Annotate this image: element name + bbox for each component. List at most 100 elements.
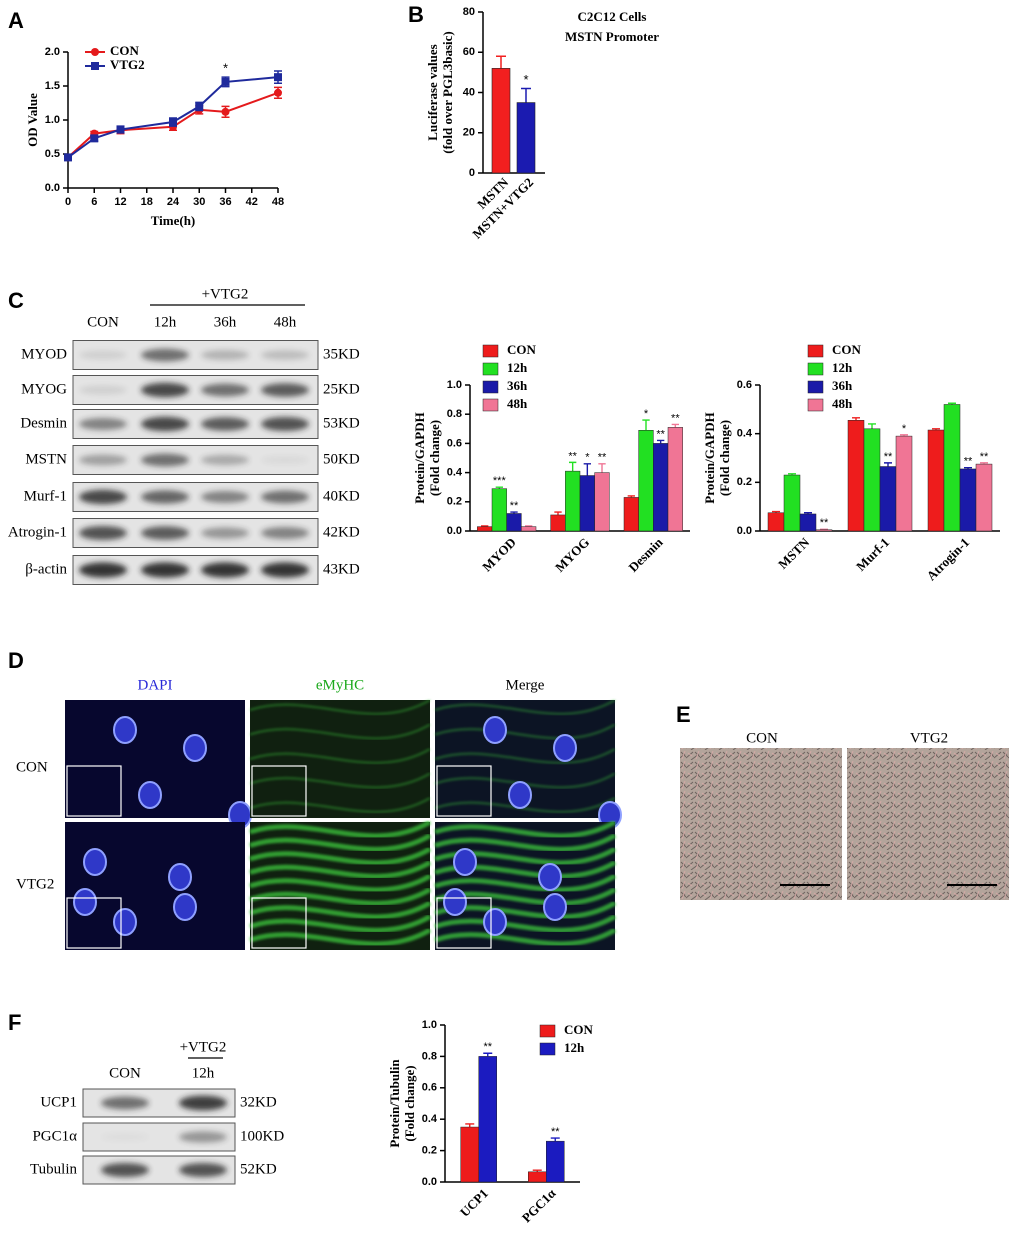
protein-label: MSTN	[25, 451, 67, 467]
bar	[516, 102, 536, 174]
myotube	[249, 699, 431, 715]
x-tick-label: Desmin	[625, 534, 666, 575]
bar	[565, 470, 581, 532]
legend-label: 12h	[564, 1040, 585, 1055]
error-bar	[884, 462, 892, 467]
nucleus	[508, 781, 532, 809]
protein-label: β-actin	[25, 561, 67, 577]
blot-band	[261, 455, 309, 465]
marker	[221, 77, 230, 86]
bar	[550, 514, 566, 532]
bar	[847, 420, 865, 532]
size-label: 35KD	[323, 346, 360, 362]
blot-band	[101, 1096, 149, 1110]
panel-letter: E	[676, 702, 691, 727]
inset	[251, 765, 307, 817]
size-label: 53KD	[323, 415, 360, 431]
bar	[579, 475, 595, 532]
myotube	[434, 927, 617, 947]
bar	[460, 1126, 479, 1183]
myotube	[249, 846, 432, 866]
legend-label: VTG2	[110, 57, 145, 72]
error-bar	[550, 1137, 560, 1142]
significance: *	[902, 423, 907, 435]
nucleus	[73, 888, 97, 916]
bar	[491, 68, 511, 174]
legend-label: CON	[507, 342, 537, 357]
bar	[546, 1140, 565, 1183]
nucleus	[183, 734, 207, 762]
lane-label: 12h	[154, 314, 177, 330]
x-tick-label: 0	[65, 196, 71, 208]
myotube	[249, 914, 432, 933]
photo	[680, 748, 842, 900]
blot-band	[261, 350, 309, 360]
significance: **	[964, 456, 973, 468]
y-tick-label: 0.4	[422, 1113, 438, 1125]
x-tick-label: 30	[193, 196, 205, 208]
treatment-label: +VTG2	[202, 286, 249, 302]
bar	[667, 427, 683, 532]
error-bar	[569, 461, 577, 472]
marker	[221, 107, 230, 116]
significance: *	[223, 61, 228, 76]
nucleus	[483, 908, 507, 936]
legend-label: 12h	[507, 360, 528, 375]
y-tick-label: 0.6	[447, 437, 462, 449]
significance: **	[598, 452, 607, 464]
y-tick-label: 1.0	[45, 114, 60, 126]
y-tick-label: 0	[469, 167, 475, 179]
bar	[943, 404, 961, 532]
bar	[863, 428, 881, 532]
myotube	[249, 887, 432, 906]
y-tick-label: 0.5	[45, 148, 60, 160]
bar	[478, 1056, 497, 1183]
x-tick-label: MYOG	[552, 535, 592, 575]
myotube	[434, 819, 617, 839]
y-axis-label: Protein/Tubulin	[387, 1059, 402, 1148]
error-bar	[671, 423, 679, 428]
lane-label: CON	[109, 1065, 141, 1081]
y-tick-label: 0.2	[737, 476, 752, 488]
blot-band	[79, 489, 127, 505]
nucleus	[538, 863, 562, 891]
y-axis-label: (fold over PGL3basic)	[440, 31, 455, 154]
bar	[477, 526, 493, 532]
legend-swatch	[807, 398, 824, 412]
y-tick-label: 0.2	[422, 1145, 437, 1157]
chart-title: MSTN Promoter	[565, 29, 659, 44]
blot-band	[79, 454, 127, 466]
legend-marker	[91, 48, 99, 56]
y-axis-label: (Fold change)	[402, 1065, 417, 1141]
x-tick-label: Murf-1	[853, 535, 892, 574]
blot-band	[201, 350, 249, 360]
significance: **	[820, 517, 829, 529]
blot-band	[79, 418, 127, 430]
legend-label: CON	[832, 342, 862, 357]
size-label: 40KD	[323, 488, 360, 504]
x-tick-label: 6	[91, 196, 97, 208]
inset	[66, 765, 122, 817]
significance: **	[483, 1041, 492, 1053]
blot-band	[201, 417, 249, 431]
error-bar	[657, 439, 665, 444]
column-title: DAPI	[137, 677, 172, 693]
nucleus	[543, 893, 567, 921]
legend-swatch	[482, 398, 499, 412]
x-tick-label: 42	[246, 196, 258, 208]
blot-band	[261, 417, 309, 431]
y-tick-label: 1.0	[422, 1019, 437, 1031]
myotube	[434, 748, 616, 764]
error-bar	[483, 1052, 493, 1057]
legend-label: 36h	[832, 378, 853, 393]
blot-band	[201, 454, 249, 466]
panel-letter: B	[408, 2, 424, 27]
nucleus	[83, 848, 107, 876]
x-tick-label: 24	[167, 196, 180, 208]
myotube	[249, 900, 432, 920]
y-tick-label: 60	[463, 46, 475, 58]
myotube	[434, 833, 617, 852]
marker	[169, 118, 177, 127]
bar	[506, 513, 522, 532]
size-label: 100KD	[240, 1128, 284, 1144]
